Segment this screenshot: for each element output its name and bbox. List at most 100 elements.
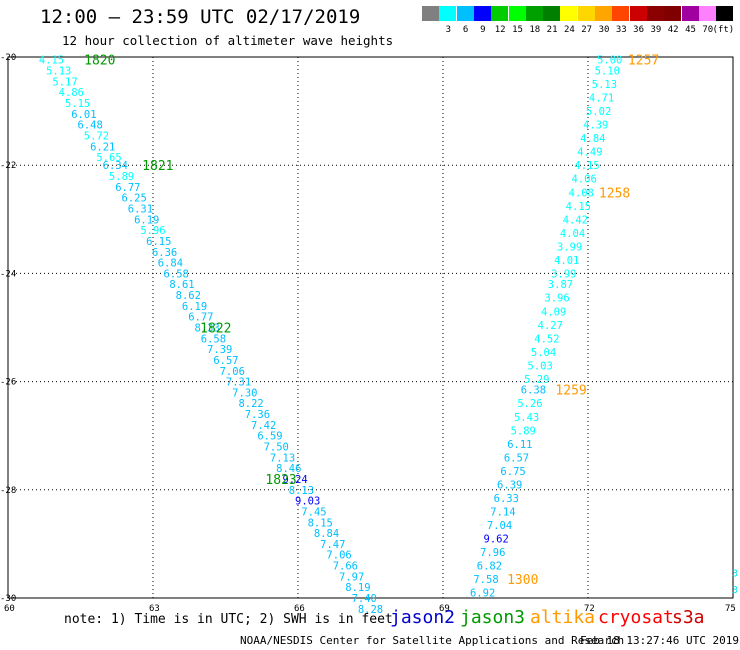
- footer-timestamp: Feb 18 13:27:46 UTC 2019: [580, 634, 739, 647]
- scale-swatch: [456, 6, 474, 21]
- swh-value: 6.58: [201, 333, 226, 345]
- scale-swatch: [422, 6, 439, 21]
- swh-value: 6.59: [257, 431, 282, 443]
- swh-value: 6.33: [494, 493, 519, 505]
- swh-value: 7.58: [473, 574, 498, 586]
- swh-value: 6.77: [115, 182, 140, 194]
- map-title: 12:00 – 23:59 UTC 02/17/2019: [40, 6, 361, 28]
- swh-value: 7.47: [320, 539, 345, 551]
- swh-value: 5.15: [65, 98, 90, 110]
- scale-swatch: [612, 6, 630, 21]
- lon-tick-label: 72: [584, 604, 595, 614]
- axis-tick-labels: 60 63 66 69 72 75 -20 -22 -24 -26 -28 -30: [0, 53, 736, 614]
- swh-value: 6.25: [122, 193, 147, 205]
- swh-value: 7.14: [490, 506, 515, 518]
- swh-value: 8.62: [176, 290, 201, 302]
- swh-value: 7.66: [333, 561, 358, 573]
- lat-tick-label: -20: [0, 53, 16, 63]
- legend-jason2: jason2: [390, 607, 456, 628]
- swh-value: 4.27: [538, 320, 563, 332]
- swh-value: 3: [732, 585, 738, 596]
- scale-swatch: [681, 6, 699, 21]
- scale-label: 45: [685, 25, 696, 35]
- lat-tick-label: -24: [0, 269, 16, 279]
- swh-value: 6.82: [477, 561, 502, 573]
- frame-rect: [7, 56, 734, 599]
- scale-swatch: [646, 6, 664, 21]
- swh-value: 5.13: [592, 79, 617, 91]
- swh-value: 6.31: [128, 203, 153, 215]
- footer-credit: NOAA/NESDIS Center for Satellite Applica…: [240, 634, 625, 647]
- swh-value: 4.86: [59, 87, 84, 99]
- swh-value: 4.08: [569, 187, 594, 199]
- scale-label: 42: [667, 25, 679, 35]
- swh-value: 5.13: [46, 66, 71, 78]
- swh-value: 7.40: [352, 593, 377, 605]
- footer-note: note: 1) Time is in UTC; 2) SWH is in fe…: [64, 612, 393, 627]
- swh-value: 7.06: [220, 366, 245, 378]
- swh-value: 3.96: [544, 293, 569, 305]
- scale-label: 12: [494, 25, 506, 35]
- scale-label: 9: [480, 25, 486, 35]
- swh-value: 8.22: [238, 398, 263, 410]
- swh-value: 9.24: [282, 474, 307, 486]
- swh-value: 5.10: [595, 66, 620, 78]
- pass-time-label: 1820: [84, 54, 115, 69]
- swh-value: 5.96: [140, 225, 165, 237]
- swh-value: 7.30: [232, 387, 257, 399]
- track-s3a: 33: [732, 569, 738, 596]
- swh-value: 3.99: [557, 241, 582, 253]
- scale-swatch: [473, 6, 491, 21]
- pass-time-label: 1258: [599, 186, 630, 201]
- pass-time-label: 1822: [200, 322, 231, 337]
- swh-value: 7.36: [245, 409, 270, 421]
- scale-label: 3: [445, 25, 451, 35]
- swh-value: 7.42: [251, 420, 276, 432]
- lon-tick-label: 60: [4, 604, 15, 614]
- legend-s3a: s3a: [672, 607, 705, 628]
- swh-value: 4.52: [534, 333, 559, 345]
- lat-tick-label: -26: [0, 378, 16, 388]
- swh-value: 8.28: [358, 604, 383, 616]
- swh-value: 8.33: [194, 323, 219, 335]
- lon-tick-label: 63: [149, 604, 160, 614]
- swh-value: 6.21: [90, 141, 115, 153]
- swh-value: 3.87: [548, 279, 573, 291]
- legend-jason3: jason3: [460, 607, 526, 628]
- swh-value: 5.29: [524, 374, 549, 386]
- swh-value: 5.26: [517, 398, 542, 410]
- lat-tick-label: -22: [0, 161, 16, 171]
- lon-tick-label: 66: [294, 604, 305, 614]
- satellite-tracks: 4.155.135.174.865.156.016.485.726.215.65…: [39, 54, 738, 616]
- swh-value: 8.19: [345, 582, 370, 594]
- swh-value: 7.13: [270, 452, 295, 464]
- scale-label: 36: [633, 25, 645, 35]
- swh-value: 5.03: [528, 360, 553, 372]
- scale-swatch: [491, 6, 509, 21]
- scale-swatch: [508, 6, 526, 21]
- swh-value: 4.15: [39, 55, 64, 67]
- swh-value: 5.43: [514, 412, 539, 424]
- track-jason3: 4.155.135.174.865.156.016.485.726.215.65…: [39, 54, 383, 616]
- scale-swatch: [543, 6, 561, 21]
- swh-value: 4.01: [554, 255, 579, 267]
- scale-swatch: [439, 6, 457, 21]
- swh-value: 5.02: [586, 106, 611, 118]
- swh-value: 7.50: [264, 442, 289, 454]
- swh-value: 6.01: [71, 109, 96, 121]
- swh-value: 8.46: [276, 463, 301, 475]
- scale-swatch: [525, 6, 543, 21]
- scale-label: 27: [581, 25, 593, 35]
- swh-value: 3.99: [551, 268, 576, 280]
- swh-value: 7.04: [487, 520, 512, 532]
- scale-swatch: [560, 6, 578, 21]
- lat-tick-label: -28: [0, 486, 16, 496]
- scale-unit: (ft): [712, 25, 735, 35]
- swh-value: 7.31: [226, 377, 251, 389]
- swh-value: 8.84: [314, 528, 339, 540]
- pass-time-label: 1259: [555, 384, 586, 399]
- swh-value: 7.96: [480, 547, 505, 559]
- swh-value: 6.19: [134, 214, 159, 226]
- scale-label: 39: [650, 25, 662, 35]
